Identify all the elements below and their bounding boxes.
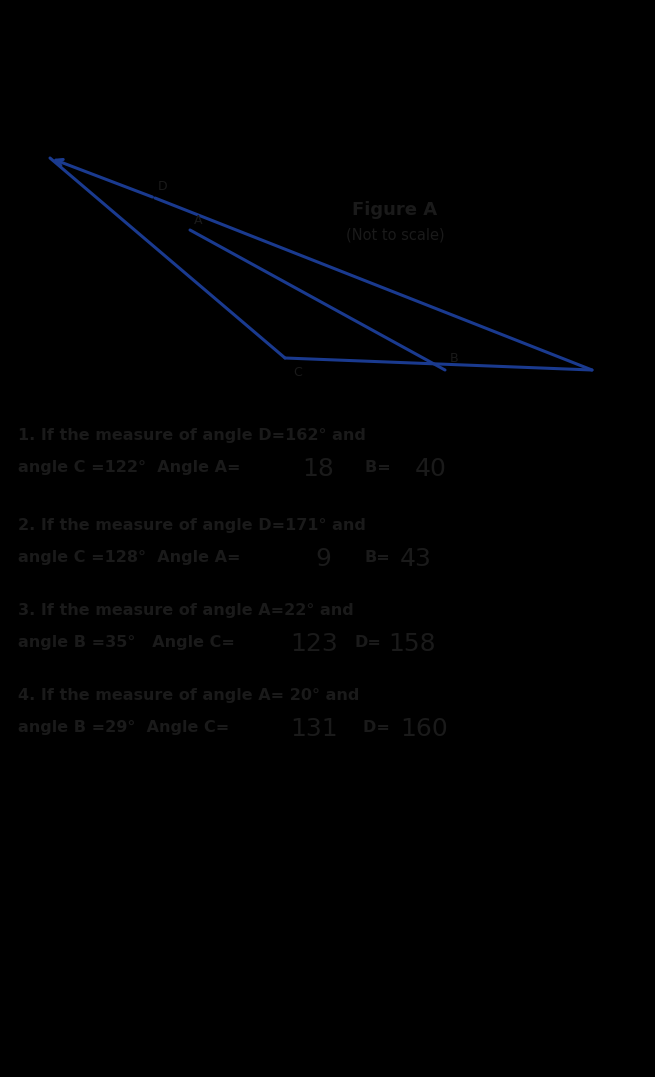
Text: A: A: [194, 214, 202, 227]
Text: 43: 43: [400, 547, 432, 571]
Text: 131: 131: [290, 717, 337, 741]
Text: 3. If the measure of angle A=22° and: 3. If the measure of angle A=22° and: [18, 603, 354, 618]
Text: (Not to scale): (Not to scale): [346, 227, 444, 242]
Text: D: D: [158, 180, 168, 193]
Text: Figure A: Figure A: [352, 201, 438, 219]
Text: D=: D=: [355, 635, 382, 651]
Text: 9: 9: [315, 547, 331, 571]
Text: 40: 40: [415, 457, 447, 481]
Text: angle C =122°  Angle A=: angle C =122° Angle A=: [18, 460, 240, 475]
Text: 4. If the measure of angle A= 20° and: 4. If the measure of angle A= 20° and: [18, 688, 360, 703]
Text: 158: 158: [388, 632, 436, 656]
Text: 18: 18: [302, 457, 334, 481]
Text: angle C =128°  Angle A=: angle C =128° Angle A=: [18, 550, 246, 565]
Text: 123: 123: [290, 632, 338, 656]
Text: angle B =35°   Angle C=: angle B =35° Angle C=: [18, 635, 235, 651]
Text: 160: 160: [400, 717, 448, 741]
Text: 1. If the measure of angle D=162° and: 1. If the measure of angle D=162° and: [18, 428, 366, 443]
Text: B: B: [450, 352, 458, 365]
Text: 2. If the measure of angle D=171° and: 2. If the measure of angle D=171° and: [18, 518, 366, 533]
Text: B=: B=: [365, 550, 391, 565]
Text: D=: D=: [363, 721, 396, 735]
Text: angle B =29°  Angle C=: angle B =29° Angle C=: [18, 721, 229, 735]
Text: C: C: [293, 366, 302, 379]
Text: B=: B=: [365, 460, 396, 475]
